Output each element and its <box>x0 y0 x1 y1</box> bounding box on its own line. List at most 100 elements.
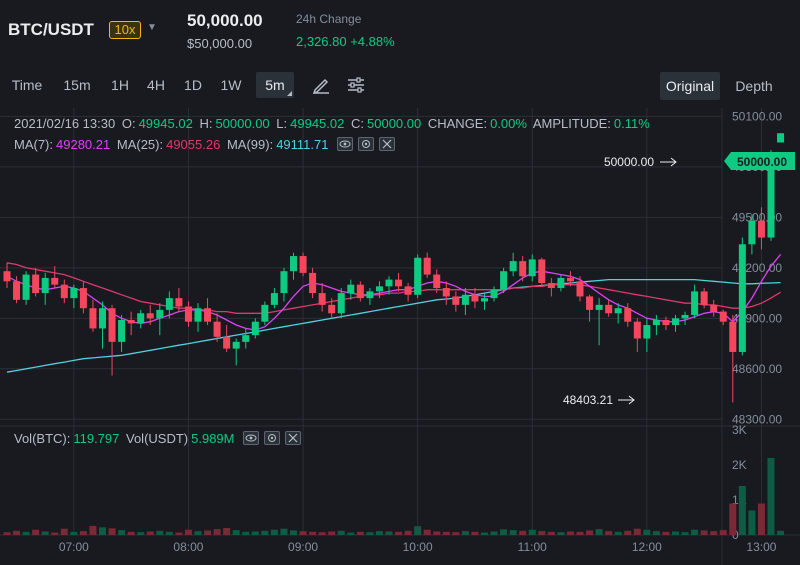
candle-body <box>290 256 297 272</box>
volume-bar <box>270 529 278 535</box>
kline-chart[interactable]: 50100.0049800.0049500.0049200.0048900.00… <box>0 108 800 565</box>
volume-axis-label: 2K <box>732 458 747 472</box>
interval-1h[interactable]: 1H <box>111 77 129 93</box>
candle-body <box>681 314 689 319</box>
candle-body <box>261 304 269 322</box>
candle-body <box>395 279 403 287</box>
high-marker-label: 50000.00 <box>604 155 654 169</box>
candle-body <box>22 274 30 300</box>
candle-body <box>509 261 517 272</box>
volume-bar <box>366 532 374 535</box>
caret-down-icon[interactable]: ▼ <box>147 22 157 33</box>
volume-bar <box>299 531 307 535</box>
candle-body <box>232 341 240 349</box>
ohlc-legend: 2021/02/16 13:30 O: 49945.02 H: 50000.00 L… <box>14 116 653 131</box>
volume-bar <box>547 531 555 535</box>
candle-body <box>127 320 135 324</box>
volume-bar <box>471 531 479 535</box>
legend-change: 0.00% <box>490 116 527 131</box>
interval-1w[interactable]: 1W <box>220 77 242 93</box>
volume-bar <box>309 531 317 535</box>
symbol-selector[interactable]: BTC/USDT <box>8 20 94 39</box>
candle-body <box>60 284 68 299</box>
volume-bar <box>251 531 259 535</box>
candle-body <box>137 313 145 324</box>
candle-body <box>414 257 422 295</box>
volume-bar <box>347 532 355 535</box>
volume-bar <box>433 531 441 535</box>
vol-settings-icon[interactable] <box>264 431 281 445</box>
candle-body <box>79 288 87 309</box>
candle-body <box>328 304 336 314</box>
last-price-usd: $50,000.00 <box>187 36 253 51</box>
eye-icon[interactable] <box>337 137 354 151</box>
candle-body <box>146 313 154 319</box>
time-axis-label: 09:00 <box>288 540 318 554</box>
market-header: BTC/USDT 10x ▼ 50,000.00 $50,000.00 24h … <box>0 0 800 62</box>
volume-bar <box>22 531 30 535</box>
vol-close-icon[interactable] <box>285 431 302 445</box>
volume-bar <box>204 530 212 535</box>
interval-1d[interactable]: 1D <box>184 77 202 93</box>
volume-bar <box>614 531 622 535</box>
view-original-tab[interactable]: Original <box>660 72 720 100</box>
vol-eye-icon[interactable] <box>243 431 260 445</box>
time-axis-label: 13:00 <box>746 540 776 554</box>
volume-bar <box>318 532 326 535</box>
candle-body <box>528 259 536 277</box>
view-depth-tab[interactable]: Depth <box>735 78 773 94</box>
ma7-label: MA(7): <box>14 137 53 152</box>
candle-body <box>375 286 383 292</box>
volume-bar <box>710 531 718 535</box>
legend-open: 49945.02 <box>138 116 193 131</box>
volume-bar <box>681 532 689 535</box>
volume-bar <box>767 458 775 535</box>
volume-bar <box>375 531 383 535</box>
price-axis-label: 49500.00 <box>732 210 782 224</box>
interval-4h[interactable]: 4H <box>147 77 165 93</box>
candle-body <box>519 261 527 277</box>
legend-l-label: L: <box>276 116 288 131</box>
volume-bar <box>461 531 469 535</box>
volume-bar <box>519 530 527 535</box>
settings-icon[interactable] <box>358 137 375 151</box>
candle-body <box>748 220 756 245</box>
ma25-line <box>6 262 781 314</box>
interval-15m[interactable]: 15m <box>63 77 91 93</box>
candle-body <box>404 286 412 295</box>
interval-time[interactable]: Time <box>11 77 43 93</box>
volume-bar <box>528 529 536 535</box>
volume-bar <box>576 531 584 535</box>
volume-bar <box>586 530 594 535</box>
settings-sliders-icon[interactable] <box>346 76 366 94</box>
leverage-badge[interactable]: 10x <box>109 21 141 39</box>
ma99-value: 49111.71 <box>276 137 329 152</box>
candle-body <box>433 274 441 289</box>
pencil-icon[interactable] <box>311 76 331 95</box>
candle-body <box>461 294 469 305</box>
chart-canvas[interactable]: 50100.0049800.0049500.0049200.0048900.00… <box>0 108 800 565</box>
candle-body <box>576 281 584 297</box>
candle-body <box>89 308 97 329</box>
volume-bar <box>118 530 126 535</box>
vol-usdt-label: Vol(USDT) <box>126 431 189 446</box>
interval-5m-active[interactable]: 5m <box>256 72 294 98</box>
volume-bar <box>748 510 756 535</box>
candle-body <box>729 321 737 352</box>
volume-bar <box>490 531 498 535</box>
volume-bar <box>99 527 106 535</box>
volume-bar <box>280 528 288 535</box>
close-icon[interactable] <box>379 137 396 151</box>
candle-body <box>337 293 345 314</box>
candle-body <box>223 336 231 349</box>
volume-bar <box>3 532 11 535</box>
candle-body <box>452 296 460 305</box>
low-marker-label: 48403.21 <box>563 393 613 407</box>
price-axis-label: 48300.00 <box>732 412 782 426</box>
candle-body <box>108 308 116 342</box>
candle-body <box>99 308 106 329</box>
candle-body <box>710 304 718 312</box>
candle-body <box>280 271 288 294</box>
volume-bar <box>137 532 145 535</box>
candle-body <box>194 308 202 322</box>
